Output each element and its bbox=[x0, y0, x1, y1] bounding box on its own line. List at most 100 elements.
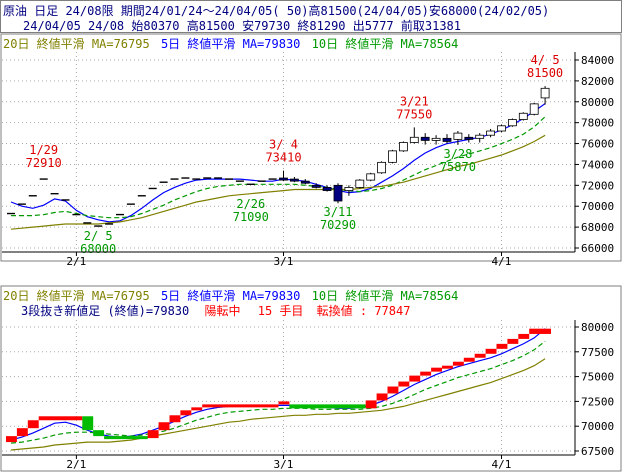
x-tick-label: 3/1 bbox=[274, 458, 294, 471]
x-tick-label: 4/1 bbox=[492, 458, 512, 471]
candle-up bbox=[398, 142, 408, 152]
top-ma-lines bbox=[10, 103, 546, 230]
new-price-bar-up bbox=[6, 436, 17, 443]
annotation-date: 3/21 bbox=[400, 94, 429, 108]
y-tick-label: 84000 bbox=[581, 54, 614, 67]
new-price-bar-up bbox=[180, 410, 192, 416]
annotation-date: 3/28 bbox=[443, 147, 472, 161]
new-price-bar-down bbox=[289, 404, 366, 409]
candle-down bbox=[311, 184, 321, 188]
new-price-bar-up bbox=[507, 338, 519, 344]
ma10-line bbox=[11, 116, 546, 219]
annotation-date: 3/11 bbox=[324, 205, 353, 219]
reversal-value: 転換値 : 77847 bbox=[317, 303, 411, 318]
header-line-2: 24/04/05 24/08 始80370 高81500 安79730 終812… bbox=[23, 19, 462, 33]
bottom-y-axis: 67500 70000 72500 75000 77500 80000 bbox=[574, 320, 614, 458]
y-tick-label: 70000 bbox=[581, 200, 614, 213]
new-price-bar-up bbox=[38, 416, 83, 421]
chart-header: 原油 日足 24/08限 期間24/01/24～24/04/05( 50)高81… bbox=[0, 0, 622, 33]
annotation-date: 3/ 4 bbox=[269, 138, 298, 152]
annotation-value: 68000 bbox=[80, 242, 116, 256]
new-price-bar-up bbox=[496, 343, 508, 349]
y-tick-label: 82000 bbox=[581, 75, 614, 88]
x-tick-label: 2/1 bbox=[66, 458, 86, 471]
ma5-line bbox=[10, 103, 546, 223]
new-price-bar-up bbox=[518, 333, 530, 339]
new-price-bar-up bbox=[158, 422, 170, 431]
y-tick-label: 72000 bbox=[581, 179, 614, 192]
candle-up bbox=[453, 132, 463, 140]
candle-up bbox=[497, 125, 506, 132]
ma20-line bbox=[10, 358, 546, 451]
new-price-bar-down bbox=[82, 416, 94, 431]
annotation-date: 2/26 bbox=[236, 197, 265, 211]
new-price-bar-down bbox=[93, 430, 105, 437]
candle-up bbox=[355, 179, 365, 188]
y-tick-label: 70000 bbox=[581, 420, 614, 433]
bottom-new-price-bars bbox=[6, 328, 551, 443]
new-price-bar-up bbox=[278, 401, 290, 405]
y-tick-label: 77500 bbox=[581, 346, 614, 359]
candle-up bbox=[377, 161, 387, 174]
bar-count: 15 手目 bbox=[258, 304, 304, 318]
top-legend-ma5: 5日 終値平滑 MA=79830 bbox=[161, 36, 300, 51]
annotation-value: 71090 bbox=[233, 210, 269, 224]
top-legend-ma10: 10日 終値平滑 MA=78564 bbox=[312, 36, 459, 51]
candle-down bbox=[333, 184, 343, 202]
y-tick-label: 66000 bbox=[581, 242, 614, 255]
x-tick-label: 3/1 bbox=[274, 255, 294, 268]
new-price-bar-up bbox=[191, 407, 203, 411]
bottom-info: 3段抜き新値足 (終値)=79830 陽転中 15 手目 転換値 : 77847 bbox=[21, 303, 410, 318]
top-legend: 20日 終値平滑 MA=76795 5日 終値平滑 MA=79830 10日 終… bbox=[3, 36, 458, 51]
candle-down bbox=[322, 187, 332, 191]
y-tick-label: 78000 bbox=[581, 117, 614, 130]
bottom-legend-ma20: 20日 終値平滑 MA=76795 bbox=[3, 288, 150, 303]
new-price-bar-up bbox=[474, 353, 486, 358]
ma20-line bbox=[10, 134, 546, 230]
top-grid bbox=[2, 52, 575, 252]
candle-down bbox=[279, 177, 288, 181]
annotation-value: 70290 bbox=[320, 218, 356, 232]
top-x-axis: 2/1 3/1 4/1 bbox=[2, 251, 575, 268]
candle-down bbox=[442, 137, 452, 142]
top-legend-ma20: 20日 終値平滑 MA=76795 bbox=[3, 36, 150, 51]
annotation-date: 4/ 5 bbox=[531, 53, 560, 67]
annotation-date: 2/ 5 bbox=[84, 229, 113, 243]
new-price-bar-up bbox=[376, 393, 388, 401]
top-y-axis: 66000 68000 70000 72000 74000 76000 78000 80000… bbox=[574, 52, 614, 255]
candle-up bbox=[344, 187, 354, 191]
candle-up bbox=[540, 87, 550, 99]
new-price-bar-up bbox=[387, 386, 399, 394]
bottom-legend-ma10: 10日 終値平滑 MA=78564 bbox=[312, 288, 459, 303]
candle-down bbox=[300, 180, 310, 184]
y-tick-label: 74000 bbox=[581, 158, 614, 171]
new-price-bar-up bbox=[452, 361, 464, 366]
candle-down bbox=[464, 136, 474, 140]
annotation-date: 1/29 bbox=[29, 143, 58, 157]
new-price-bar-up bbox=[27, 420, 39, 429]
candle-up bbox=[366, 173, 376, 181]
new-price-bar-up bbox=[529, 328, 551, 334]
new-price-bar-up bbox=[16, 428, 28, 437]
candle-up bbox=[475, 134, 485, 139]
candle-up bbox=[409, 136, 419, 143]
annotation-value: 72910 bbox=[26, 156, 62, 170]
new-price-bar-up bbox=[398, 381, 410, 387]
new-price-bar-up bbox=[169, 415, 181, 423]
bottom-panel bbox=[0, 285, 622, 472]
bottom-legend-ma5: 5日 終値平滑 MA=79830 bbox=[161, 288, 300, 303]
x-tick-label: 4/1 bbox=[492, 255, 512, 268]
candle-down bbox=[420, 136, 430, 141]
new-price-bar-up bbox=[409, 375, 421, 382]
candle-up bbox=[518, 112, 528, 120]
candle-up bbox=[507, 119, 517, 127]
y-tick-label: 72500 bbox=[581, 395, 614, 408]
candle-down bbox=[289, 178, 299, 182]
new-price-title: 3段抜き新値足 (終値)=79830 bbox=[21, 303, 189, 318]
header-line-1: 原油 日足 24/08限 期間24/01/24～24/04/05( 50)高81… bbox=[3, 4, 550, 18]
new-price-bar-up bbox=[202, 404, 279, 408]
candle-up bbox=[529, 103, 539, 115]
